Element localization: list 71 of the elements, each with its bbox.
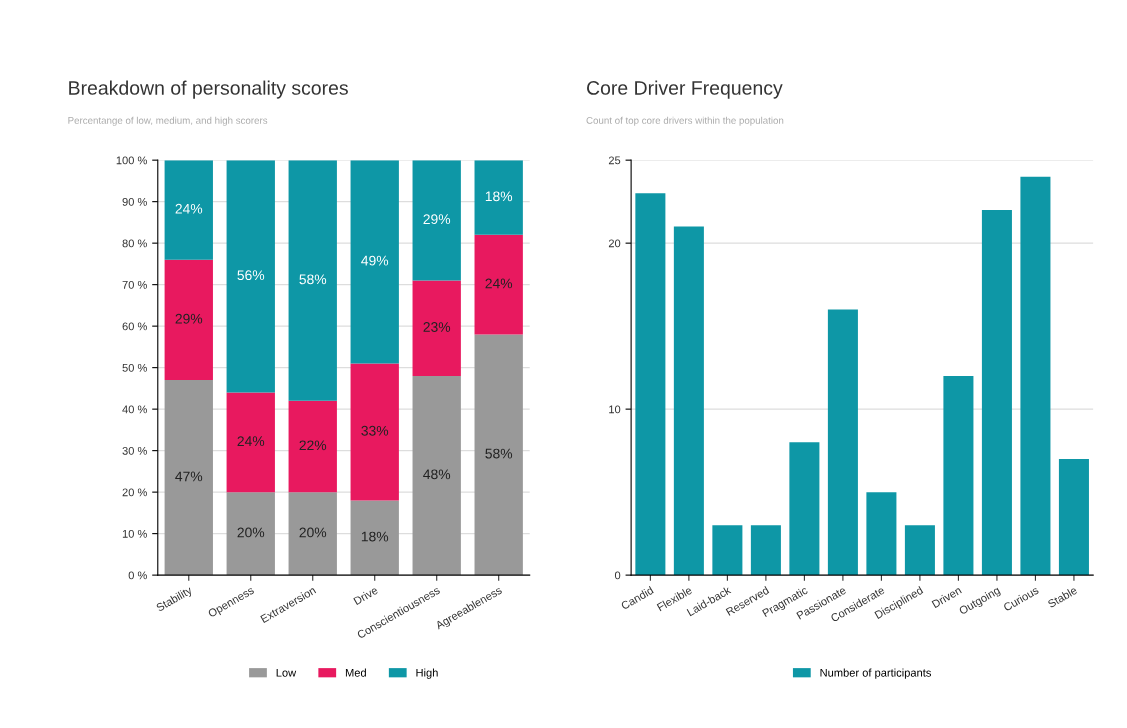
data-label: 48% [423, 469, 451, 480]
data-label: 56% [237, 270, 265, 281]
y-tick-label: 25 [608, 156, 621, 165]
bar [412, 375, 461, 576]
data-label: 24% [175, 203, 203, 214]
legend-label: Med [345, 668, 366, 677]
chart-subtitle: Percentange of low, medium, and high scorers [68, 116, 268, 126]
y-tick-label: 10 % [122, 529, 147, 538]
bar [474, 160, 523, 235]
chart-title: Breakdown of personality scores [69, 80, 348, 99]
bar [164, 160, 213, 260]
legend-label: High [416, 668, 438, 679]
bar [474, 334, 523, 576]
y-tick-label: 30 % [122, 446, 147, 455]
data-label: 47% [175, 471, 203, 482]
bar [474, 234, 523, 335]
y-tick-label: 0 % [128, 571, 147, 580]
data-label: 24% [237, 436, 265, 447]
data-label: 58% [485, 448, 513, 459]
bar [712, 525, 743, 576]
bar [226, 492, 275, 576]
data-label: 33% [361, 425, 389, 436]
data-label: 20% [299, 527, 327, 538]
bar [827, 309, 858, 576]
bar [350, 500, 399, 576]
bar [635, 193, 666, 576]
y-tick-label: 0 [614, 571, 621, 580]
bar [288, 492, 337, 576]
y-tick-label: 70 % [122, 280, 147, 289]
bar [943, 375, 974, 576]
bar [1020, 176, 1051, 576]
bar [350, 363, 399, 501]
bar [866, 492, 897, 576]
y-tick-label: 10 [609, 405, 621, 414]
data-label: 18% [485, 191, 513, 202]
chart-title: Core Driver Frequency [587, 80, 783, 99]
data-label: 18% [361, 531, 389, 542]
bar [981, 209, 1012, 576]
bar [226, 160, 275, 393]
y-tick-label: 90 % [122, 197, 147, 206]
y-tick-label: 100 % [116, 156, 147, 165]
y-tick-label: 80 % [122, 239, 147, 248]
data-label: 29% [175, 313, 203, 324]
bar [750, 525, 781, 576]
bar [350, 160, 399, 364]
legend-label: Number of participants [820, 668, 931, 679]
legend-label: Low [276, 668, 297, 677]
bar [1058, 458, 1089, 576]
bar [288, 160, 337, 401]
bar [789, 442, 820, 576]
data-label: 23% [423, 322, 451, 332]
bar [412, 280, 461, 376]
y-tick-label: 60 % [122, 322, 147, 331]
bar [164, 259, 213, 381]
y-tick-label: 20 % [122, 488, 147, 497]
bar [288, 400, 337, 493]
chart-subtitle: Count of top core drivers within the population [586, 116, 784, 126]
bar [226, 392, 275, 493]
y-tick-label: 20 [608, 239, 621, 248]
bar [412, 160, 461, 281]
data-label: 58% [299, 274, 327, 285]
bar [673, 226, 704, 576]
y-tick-label: 40 % [122, 405, 147, 414]
data-label: 20% [237, 527, 265, 538]
bar [164, 380, 213, 576]
data-label: 29% [423, 214, 451, 225]
data-label: 49% [361, 255, 389, 266]
bar [904, 525, 935, 576]
data-label: 22% [299, 440, 327, 451]
y-tick-label: 50 % [122, 363, 147, 372]
data-label: 24% [485, 278, 513, 289]
